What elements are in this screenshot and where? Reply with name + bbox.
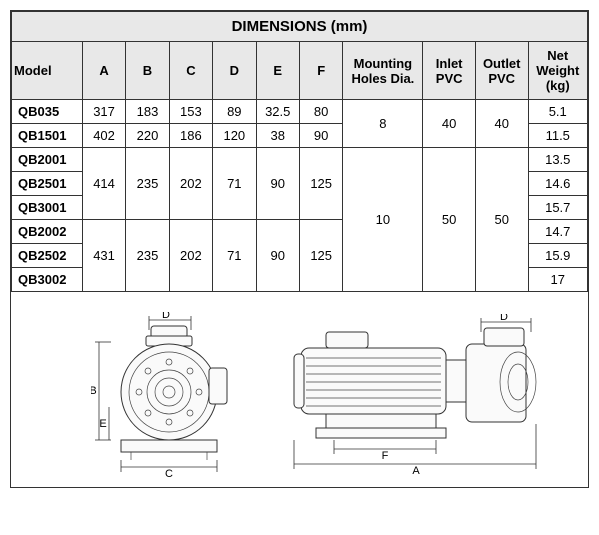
header-f: F [299, 42, 342, 100]
cell-f: 90 [299, 124, 342, 148]
cell-model: QB2001 [12, 148, 83, 172]
cell-model: QB3002 [12, 268, 83, 292]
table-row: QB035 317 183 153 89 32.5 80 8 40 40 5.1 [12, 100, 588, 124]
dim-label-e: E [99, 418, 106, 430]
cell-weight: 17 [528, 268, 588, 292]
cell-c: 202 [169, 220, 212, 292]
header-weight: Net Weight (kg) [528, 42, 588, 100]
header-a: A [82, 42, 125, 100]
header-inlet: Inlet PVC [423, 42, 476, 100]
cell-weight: 14.7 [528, 220, 588, 244]
cell-model: QB2002 [12, 220, 83, 244]
cell-d: 71 [213, 220, 256, 292]
cell-weight: 15.9 [528, 244, 588, 268]
cell-weight: 5.1 [528, 100, 588, 124]
table-title: DIMENSIONS (mm) [12, 12, 588, 42]
pump-side-view: D [286, 314, 561, 474]
header-outlet: Outlet PVC [475, 42, 528, 100]
cell-d: 120 [213, 124, 256, 148]
cell-d: 71 [213, 148, 256, 220]
header-d: D [213, 42, 256, 100]
cell-model: QB035 [12, 100, 83, 124]
cell-f: 80 [299, 100, 342, 124]
dim-label-d2: D [500, 314, 508, 323]
cell-weight: 15.7 [528, 196, 588, 220]
table-row: QB2001 414 235 202 71 90 125 10 50 50 13… [12, 148, 588, 172]
cell-e: 90 [256, 148, 299, 220]
cell-outlet: 50 [475, 148, 528, 292]
pump-front-view: D B E [91, 312, 261, 477]
cell-e: 90 [256, 220, 299, 292]
cell-c: 202 [169, 148, 212, 220]
cell-e: 32.5 [256, 100, 299, 124]
header-mount: Mounting Holes Dia. [343, 42, 423, 100]
cell-f: 125 [299, 148, 342, 220]
cell-e: 38 [256, 124, 299, 148]
cell-d: 89 [213, 100, 256, 124]
dim-label-d: D [162, 312, 170, 321]
dim-label-b: B [91, 385, 97, 397]
cell-weight: 11.5 [528, 124, 588, 148]
header-c: C [169, 42, 212, 100]
cell-model: QB3001 [12, 196, 83, 220]
cell-model: QB2501 [12, 172, 83, 196]
cell-b: 235 [126, 148, 169, 220]
cell-f: 125 [299, 220, 342, 292]
header-e: E [256, 42, 299, 100]
cell-b: 220 [126, 124, 169, 148]
cell-c: 186 [169, 124, 212, 148]
cell-weight: 14.6 [528, 172, 588, 196]
cell-inlet: 50 [423, 148, 476, 292]
cell-c: 153 [169, 100, 212, 124]
cell-a: 402 [82, 124, 125, 148]
header-model: Model [12, 42, 83, 100]
cell-weight: 13.5 [528, 148, 588, 172]
header-b: B [126, 42, 169, 100]
dimensions-panel: DIMENSIONS (mm) Model A B C D E F Mounti… [10, 10, 589, 488]
cell-a: 317 [82, 100, 125, 124]
cell-model: QB2502 [12, 244, 83, 268]
cell-a: 431 [82, 220, 125, 292]
cell-b: 183 [126, 100, 169, 124]
cell-outlet: 40 [475, 100, 528, 148]
cell-b: 235 [126, 220, 169, 292]
table-title-row: DIMENSIONS (mm) [12, 12, 588, 42]
cell-mount: 8 [343, 100, 423, 148]
cell-inlet: 40 [423, 100, 476, 148]
cell-mount: 10 [343, 148, 423, 292]
table-header-row: Model A B C D E F Mounting Holes Dia. In… [12, 42, 588, 100]
dimensions-table: DIMENSIONS (mm) Model A B C D E F Mounti… [11, 11, 588, 292]
dim-label-c: C [165, 468, 173, 477]
cell-model: QB1501 [12, 124, 83, 148]
dim-label-a: A [412, 465, 420, 474]
cell-a: 414 [82, 148, 125, 220]
dim-label-f: F [382, 450, 389, 462]
pump-diagram-area: D B E [11, 292, 588, 487]
